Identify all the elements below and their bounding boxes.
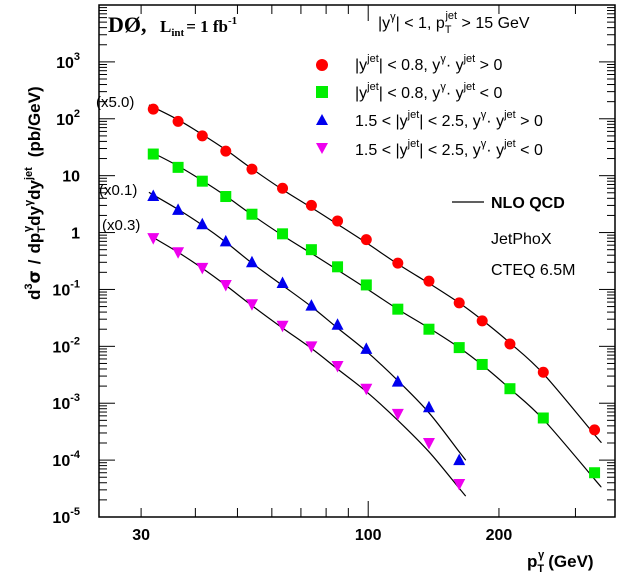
data-point-circle bbox=[504, 338, 516, 350]
data-point-triangle-up bbox=[245, 255, 258, 268]
data-point-circle bbox=[277, 182, 289, 194]
data-point-triangle-up bbox=[422, 400, 435, 413]
data-point-circle bbox=[305, 199, 317, 211]
luminosity-label: Lint = 1 fb-1 bbox=[160, 15, 237, 39]
nlo-qcd-curve bbox=[148, 234, 467, 497]
data-point-square bbox=[504, 383, 516, 395]
y-tick-label: 103 bbox=[56, 51, 80, 72]
data-point-square bbox=[423, 323, 435, 335]
data-point-triangle-up bbox=[147, 189, 160, 201]
x-tick-label: 200 bbox=[486, 527, 513, 544]
y-tick-label: 10-2 bbox=[52, 335, 80, 356]
axis-tick-labels: 10-5 10-4 10-3 10-2 10-1 1 10 102 103 30 100 200 bbox=[52, 51, 512, 544]
data-point-square bbox=[147, 148, 159, 160]
data-point-circle bbox=[196, 130, 208, 142]
data-point-square bbox=[220, 191, 232, 203]
data-point-square bbox=[172, 161, 184, 173]
data-point-triangle-up bbox=[331, 318, 344, 330]
y-axis-title: d3σ/dpTγdyγdyjet(pb/GeV) bbox=[22, 86, 48, 300]
data-point-circle bbox=[476, 315, 488, 327]
data-point-triangle-up bbox=[391, 375, 404, 387]
data-point-square bbox=[589, 467, 601, 479]
data-point-triangle-down bbox=[219, 279, 232, 292]
data-point-square bbox=[196, 175, 208, 187]
y-tick-label: 102 bbox=[56, 108, 80, 129]
x-tick-label: 100 bbox=[355, 527, 382, 544]
legend-marker-circle bbox=[316, 59, 328, 71]
legend-entry-forward-same: 1.5 < |yjet| < 2.5, yγ· yjet > 0 bbox=[355, 109, 543, 130]
theory-curves bbox=[148, 104, 602, 497]
selection-cut-label: |yγ| < 1, pTjet > 15 GeV bbox=[378, 10, 530, 36]
scale-factor-red: (x5.0) bbox=[96, 94, 134, 111]
x-tick-label: 30 bbox=[132, 527, 150, 544]
data-point-circle bbox=[589, 424, 601, 436]
data-point-triangle-up bbox=[276, 276, 289, 288]
legend-entry-forward-opposite: 1.5 < |yjet| < 2.5, yγ· yjet < 0 bbox=[355, 138, 543, 159]
data-point-triangle-up bbox=[453, 453, 466, 466]
data-point-circle bbox=[453, 297, 465, 309]
experiment-name: DØ, bbox=[108, 12, 147, 37]
data-point-square bbox=[360, 279, 372, 291]
legend-marker-triangle-up bbox=[316, 114, 328, 125]
data-point-circle bbox=[172, 115, 184, 127]
data-point-triangle-up bbox=[172, 203, 185, 215]
data-point-circle bbox=[332, 215, 344, 227]
scale-factor-green: (x0.1) bbox=[99, 182, 137, 199]
data-point-triangle-up bbox=[360, 342, 373, 354]
data-point-circle bbox=[147, 103, 159, 115]
data-point-square bbox=[476, 358, 488, 370]
data-point-circle bbox=[220, 145, 232, 157]
legend-marker-square bbox=[316, 86, 328, 98]
plot-frame bbox=[98, 4, 616, 518]
legend-program: JetPhoX bbox=[491, 231, 552, 248]
data-point-triangle-down bbox=[276, 320, 289, 333]
data-markers bbox=[147, 103, 601, 491]
data-point-triangle-down bbox=[331, 361, 344, 373]
data-point-circle bbox=[360, 234, 372, 246]
y-tick-label: 10-5 bbox=[52, 506, 80, 527]
y-tick-label: 10-4 bbox=[52, 449, 80, 470]
legend: |yjet| < 0.8, yγ· yjet > 0 |yjet| < 0.8,… bbox=[316, 53, 575, 279]
data-point-triangle-down bbox=[422, 437, 435, 450]
data-point-triangle-down bbox=[391, 408, 404, 421]
data-point-triangle-down bbox=[147, 233, 160, 245]
data-point-square bbox=[453, 342, 465, 354]
data-point-triangle-up bbox=[305, 299, 318, 311]
data-point-triangle-down bbox=[245, 299, 258, 311]
data-point-square bbox=[246, 208, 258, 220]
data-point-square bbox=[305, 244, 317, 256]
x-axis-title: pTγ (GeV) bbox=[527, 549, 594, 574]
y-tick-label: 10-3 bbox=[52, 392, 80, 413]
data-point-square bbox=[537, 412, 549, 424]
data-point-triangle-down bbox=[172, 247, 185, 259]
data-point-circle bbox=[392, 257, 404, 269]
y-tick-label: 10 bbox=[62, 169, 80, 186]
y-tick-label: 10-1 bbox=[52, 278, 80, 299]
nlo-qcd-curve bbox=[148, 191, 467, 461]
y-tick-label: 1 bbox=[71, 226, 80, 243]
legend-entry-central-same: |yjet| < 0.8, yγ· yjet > 0 bbox=[355, 53, 502, 74]
data-point-triangle-down bbox=[196, 262, 209, 275]
legend-entry-central-opposite: |yjet| < 0.8, yγ· yjet < 0 bbox=[355, 81, 502, 102]
data-point-circle bbox=[246, 163, 258, 175]
scale-factor-blue: (x0.3) bbox=[102, 217, 140, 234]
data-point-triangle-up bbox=[219, 234, 232, 247]
axis-ticks bbox=[99, 4, 615, 518]
data-point-circle bbox=[423, 275, 435, 287]
data-point-triangle-down bbox=[360, 383, 373, 396]
data-point-square bbox=[392, 303, 404, 315]
data-point-square bbox=[332, 261, 344, 273]
data-point-triangle-down bbox=[453, 479, 466, 491]
data-point-square bbox=[277, 228, 289, 240]
data-point-circle bbox=[537, 366, 549, 378]
legend-nlo-qcd: NLO QCD bbox=[491, 195, 565, 212]
data-point-triangle-down bbox=[305, 341, 318, 353]
data-point-triangle-up bbox=[196, 217, 209, 230]
legend-pdf: CTEQ 6.5M bbox=[491, 262, 575, 279]
legend-marker-triangle-down bbox=[316, 143, 328, 154]
